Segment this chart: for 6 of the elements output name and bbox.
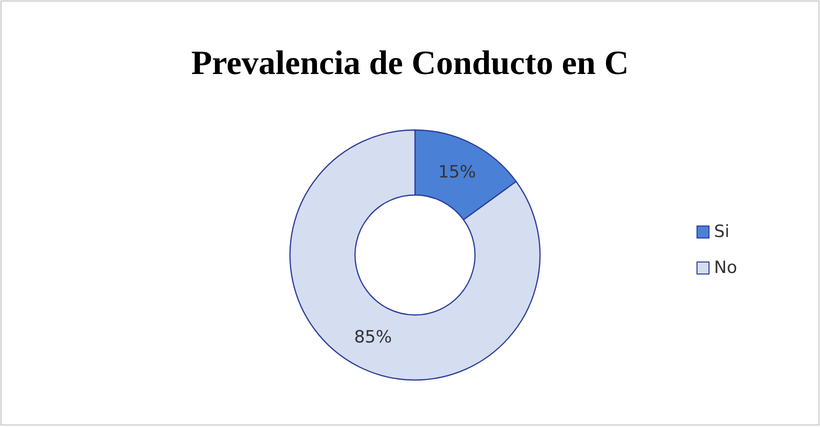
chart-title: Prevalencia de Conducto en C [191,45,629,82]
data-label: 85% [354,327,392,348]
data-label: 15% [438,162,476,183]
donut-slice [290,129,541,381]
legend-label: Si [714,222,730,242]
legend-label: No [714,258,738,278]
